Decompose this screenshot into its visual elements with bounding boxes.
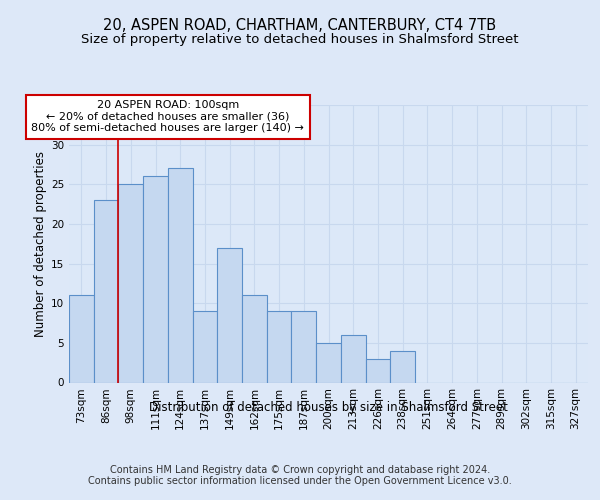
Text: 20 ASPEN ROAD: 100sqm
← 20% of detached houses are smaller (36)
80% of semi-deta: 20 ASPEN ROAD: 100sqm ← 20% of detached … (31, 100, 304, 134)
Text: Contains HM Land Registry data © Crown copyright and database right 2024.: Contains HM Land Registry data © Crown c… (110, 465, 490, 475)
Bar (316, 343, 341, 382)
Bar (365, 358, 390, 382)
Bar (267, 311, 292, 382)
Bar (217, 248, 242, 382)
Bar (292, 311, 316, 382)
Bar (143, 176, 168, 382)
Text: 20, ASPEN ROAD, CHARTHAM, CANTERBURY, CT4 7TB: 20, ASPEN ROAD, CHARTHAM, CANTERBURY, CT… (103, 18, 497, 32)
Bar (118, 184, 143, 382)
Text: Size of property relative to detached houses in Shalmsford Street: Size of property relative to detached ho… (81, 32, 519, 46)
Bar (390, 351, 415, 382)
Bar (94, 200, 118, 382)
Bar (168, 168, 193, 382)
Bar (341, 335, 365, 382)
Bar (193, 311, 217, 382)
Text: Distribution of detached houses by size in Shalmsford Street: Distribution of detached houses by size … (149, 401, 508, 414)
Bar (69, 296, 94, 382)
Text: Contains public sector information licensed under the Open Government Licence v3: Contains public sector information licen… (88, 476, 512, 486)
Bar (242, 296, 267, 382)
Y-axis label: Number of detached properties: Number of detached properties (34, 151, 47, 337)
